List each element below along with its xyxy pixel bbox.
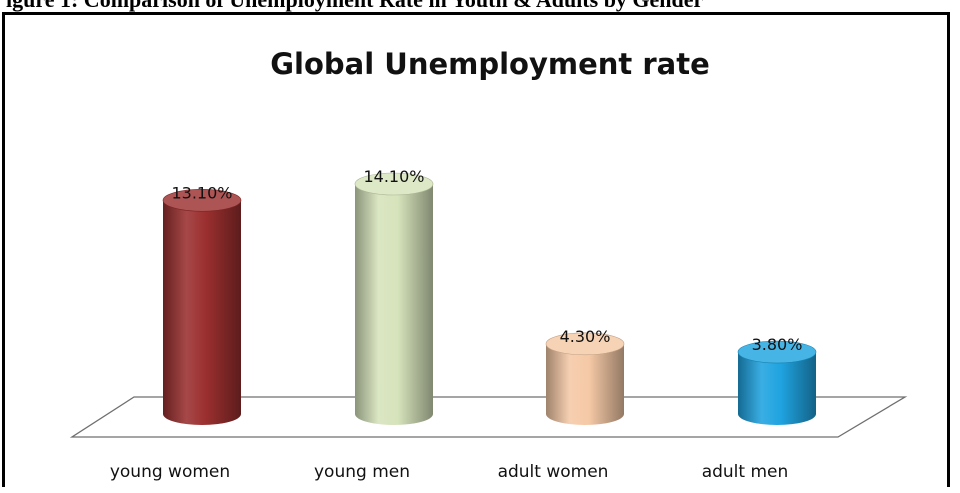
category-label: young women <box>110 462 230 482</box>
bar-top-young-women <box>162 189 242 212</box>
figure-caption-text: igure 1: Comparison of Unemployment Rate… <box>6 0 703 13</box>
bar-young-women <box>163 200 241 425</box>
category-label: adult men <box>702 462 789 482</box>
category-label: adult women <box>498 462 609 482</box>
figure-caption: igure 1: Comparison of Unemployment Rate… <box>0 0 960 14</box>
value-label: 14.10% <box>363 167 424 186</box>
category-label-group: young women young men adult women adult men <box>110 462 788 482</box>
value-label: 4.30% <box>560 327 611 346</box>
bar-top-young-men <box>354 172 434 196</box>
bar-adult-men <box>738 352 816 425</box>
chart-title: Global Unemployment rate <box>270 47 710 81</box>
category-label: young men <box>314 462 410 482</box>
bar-top-adult-women <box>545 332 625 356</box>
bar-adult-women <box>546 343 624 425</box>
bar-group <box>162 172 817 425</box>
bar-top-adult-men <box>737 340 817 364</box>
value-label: 3.80% <box>752 335 803 354</box>
bar-young-men <box>355 184 433 425</box>
value-label: 13.10% <box>171 183 232 202</box>
chart-floor <box>69 396 908 438</box>
value-label-group: 13.10% 14.10% 4.30% 3.80% <box>171 167 802 354</box>
